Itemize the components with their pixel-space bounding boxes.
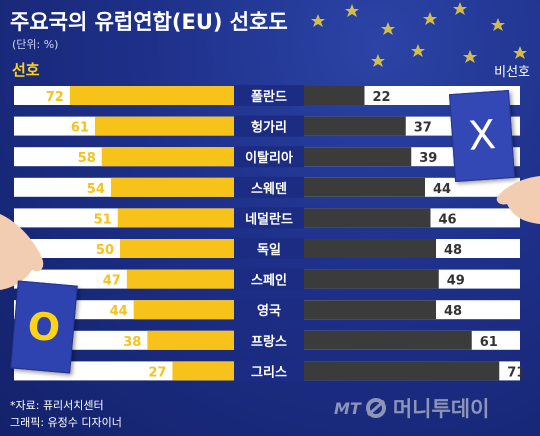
country-label-bg (234, 299, 304, 321)
star-icon (381, 22, 395, 35)
value-label-favorable: 51 (94, 212, 112, 227)
country-label: 이탈리아 (245, 150, 293, 166)
value-label-favorable: 38 (123, 335, 141, 350)
value-label-favorable: 50 (96, 243, 114, 258)
bar-favorable (117, 208, 234, 228)
value-label-favorable: 27 (148, 365, 166, 380)
star-icon (411, 44, 425, 57)
bar-unfavorable (304, 86, 365, 105)
country-label: 영국 (257, 304, 281, 319)
bar-unfavorable (304, 269, 439, 289)
bar-unfavorable (304, 330, 472, 350)
country-label: 프랑스 (251, 335, 287, 350)
country-label: 스웨덴 (251, 181, 287, 197)
bar-favorable (69, 86, 234, 105)
bar-unfavorable (304, 300, 436, 320)
star-icon (453, 2, 467, 15)
country-label-bg (234, 146, 304, 168)
value-label-favorable: 47 (103, 274, 121, 289)
bar-favorable (172, 361, 234, 381)
eu-stars (311, 2, 527, 67)
favorable-label: 선호 (12, 61, 40, 79)
country-label: 그리스 (251, 364, 287, 380)
star-icon (463, 50, 477, 63)
bar-favorable (126, 269, 234, 289)
country-label-bg (234, 176, 304, 198)
country-label-bg (234, 85, 304, 106)
left-hand-icon (0, 214, 44, 290)
brand-logo: MT 머니투데이 (334, 394, 489, 422)
unfavorable-label: 비선호 (494, 65, 530, 80)
value-label-unfavorable: 39 (419, 151, 437, 166)
bar-unfavorable (304, 239, 436, 258)
source-note: *자료: 퓨리서치센터 (10, 399, 104, 412)
value-label-unfavorable: 61 (480, 335, 498, 350)
o-symbol: O (25, 303, 63, 351)
bar-unfavorable (304, 177, 425, 197)
o-card: O (10, 280, 78, 374)
value-label-favorable: 72 (46, 90, 64, 105)
star-icon (345, 4, 359, 17)
bar-favorable (94, 116, 234, 136)
value-label-unfavorable: 49 (447, 274, 465, 289)
country-label: 독일 (257, 243, 281, 258)
country-label-bg (234, 115, 304, 137)
value-label-unfavorable: 71 (507, 365, 525, 380)
logo-name: 머니투데이 (392, 397, 490, 421)
bar-unfavorable (304, 147, 412, 167)
logo-mt: MT (334, 398, 361, 418)
star-icon (513, 46, 527, 59)
country-label: 헝가리 (251, 120, 287, 136)
page-title: 주요국의 유럽연합(EU) 선호도 (10, 10, 288, 34)
country-label-bg (234, 207, 304, 229)
logo-o-icon (365, 398, 386, 418)
right-hand-icon (496, 176, 540, 224)
bar-favorable (147, 330, 234, 350)
x-card: X (449, 90, 515, 182)
bar-favorable (133, 300, 234, 320)
country-label: 스페인 (251, 273, 287, 289)
bar-favorable (101, 147, 234, 167)
country-label-bg (234, 238, 304, 259)
star-icon (423, 12, 437, 25)
bar-favorable (110, 177, 234, 197)
country-label: 폴란드 (251, 90, 287, 105)
country-label-bg (234, 329, 304, 351)
value-label-unfavorable: 48 (444, 243, 462, 258)
country-label-bg (234, 268, 304, 290)
value-label-unfavorable: 46 (439, 212, 457, 227)
unit-label: (단위: %) (12, 38, 59, 51)
value-label-favorable: 61 (71, 121, 89, 136)
bar-favorable (120, 239, 234, 258)
credit-note: 그래픽: 유정수 디자이너 (10, 416, 122, 429)
bar-unfavorable (304, 116, 406, 136)
value-label-unfavorable: 37 (414, 121, 432, 136)
star-icon (491, 18, 505, 31)
value-label-unfavorable: 44 (433, 182, 451, 197)
value-label-favorable: 54 (87, 182, 105, 197)
value-label-unfavorable: 48 (444, 304, 462, 319)
country-label-bg (234, 360, 304, 382)
value-label-unfavorable: 22 (373, 90, 391, 105)
value-label-favorable: 44 (110, 304, 128, 319)
star-icon (311, 14, 325, 27)
bar-unfavorable (304, 208, 431, 228)
bar-unfavorable (304, 361, 500, 381)
x-symbol: X (466, 112, 498, 160)
star-icon (371, 54, 385, 67)
value-label-favorable: 58 (78, 151, 96, 166)
country-label: 네덜란드 (245, 211, 293, 227)
